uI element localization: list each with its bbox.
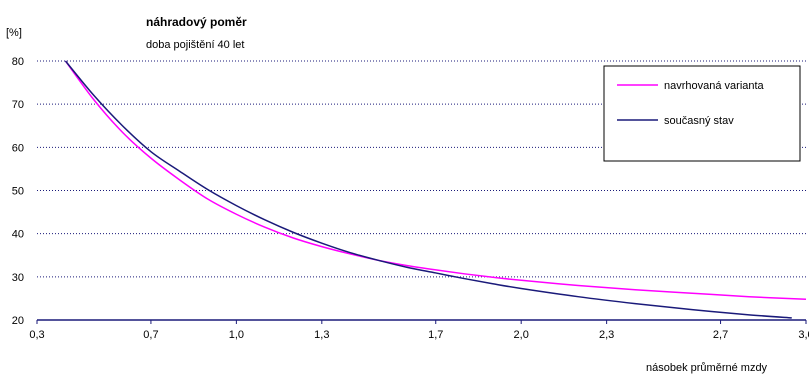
x-tick-label: 2,7 [713,329,728,341]
legend-box [603,65,801,162]
x-tick-label: 0,3 [29,329,44,341]
y-tick-label: 20 [12,315,24,327]
y-tick-label: 40 [12,229,24,241]
y-tick-label: 60 [12,142,24,154]
chart-subtitle: doba pojištění 40 let [146,39,244,51]
series-line-1 [64,60,792,319]
chart-title: náhradový poměr [146,15,247,29]
x-tick-label: 2,0 [514,329,529,341]
y-tick-label: 80 [12,56,24,68]
x-tick-label: 2,3 [599,329,614,341]
legend: navrhovaná varianta současný stav [603,65,801,162]
grid [37,60,806,278]
legend-label-soucasny: současný stav [664,115,734,127]
x-axis-label: násobek průměrné mzdy [646,362,768,374]
series-layer [64,60,807,319]
x-tick-label: 3,0 [798,329,809,341]
y-tick-label: 70 [12,99,24,111]
x-tick-label: 1,0 [229,329,244,341]
y-tick-labels: 20 30 40 50 60 70 80 [12,56,24,327]
y-axis-unit: [%] [6,27,22,39]
y-tick-label: 30 [12,272,24,284]
x-tick-label: 0,7 [143,329,158,341]
x-tick-label: 1,3 [314,329,329,341]
x-tick-label: 1,7 [428,329,443,341]
legend-label-navrhovana: navrhovaná varianta [664,80,765,92]
y-tick-label: 50 [12,186,24,198]
x-tick-labels: 0,3 0,7 1,0 1,3 1,7 2,0 2,3 2,7 3,0 [29,320,809,341]
